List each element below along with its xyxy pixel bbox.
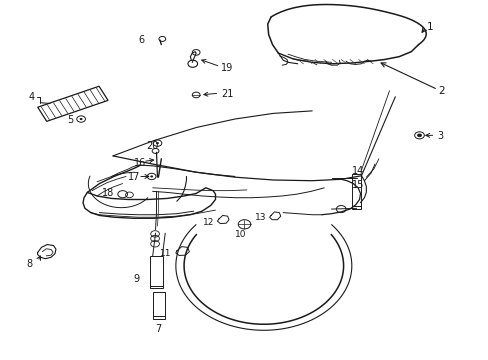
Text: 17: 17 <box>127 172 140 182</box>
Text: 10: 10 <box>234 230 246 239</box>
Text: 11: 11 <box>159 249 171 258</box>
Text: 14: 14 <box>351 166 364 176</box>
Text: 6: 6 <box>138 35 144 45</box>
Text: 4: 4 <box>28 93 35 102</box>
Text: 3: 3 <box>436 131 442 141</box>
Bar <box>150 256 163 288</box>
Text: 9: 9 <box>133 274 139 284</box>
Text: 16: 16 <box>134 158 146 168</box>
Text: 20: 20 <box>145 141 158 151</box>
Text: 21: 21 <box>221 89 233 99</box>
Text: 2: 2 <box>437 86 444 96</box>
Text: 12: 12 <box>203 218 214 227</box>
Text: 7: 7 <box>155 324 161 334</box>
Bar <box>152 292 165 319</box>
Circle shape <box>150 175 153 177</box>
Text: 13: 13 <box>254 213 265 222</box>
Bar <box>351 174 361 209</box>
Text: 15: 15 <box>351 180 364 190</box>
Circle shape <box>156 142 159 144</box>
Text: 18: 18 <box>102 189 114 198</box>
Text: 5: 5 <box>67 116 73 125</box>
Text: 8: 8 <box>26 259 32 269</box>
Circle shape <box>416 134 421 137</box>
Circle shape <box>80 118 82 120</box>
Text: 19: 19 <box>221 63 233 73</box>
Text: 1: 1 <box>427 22 433 32</box>
